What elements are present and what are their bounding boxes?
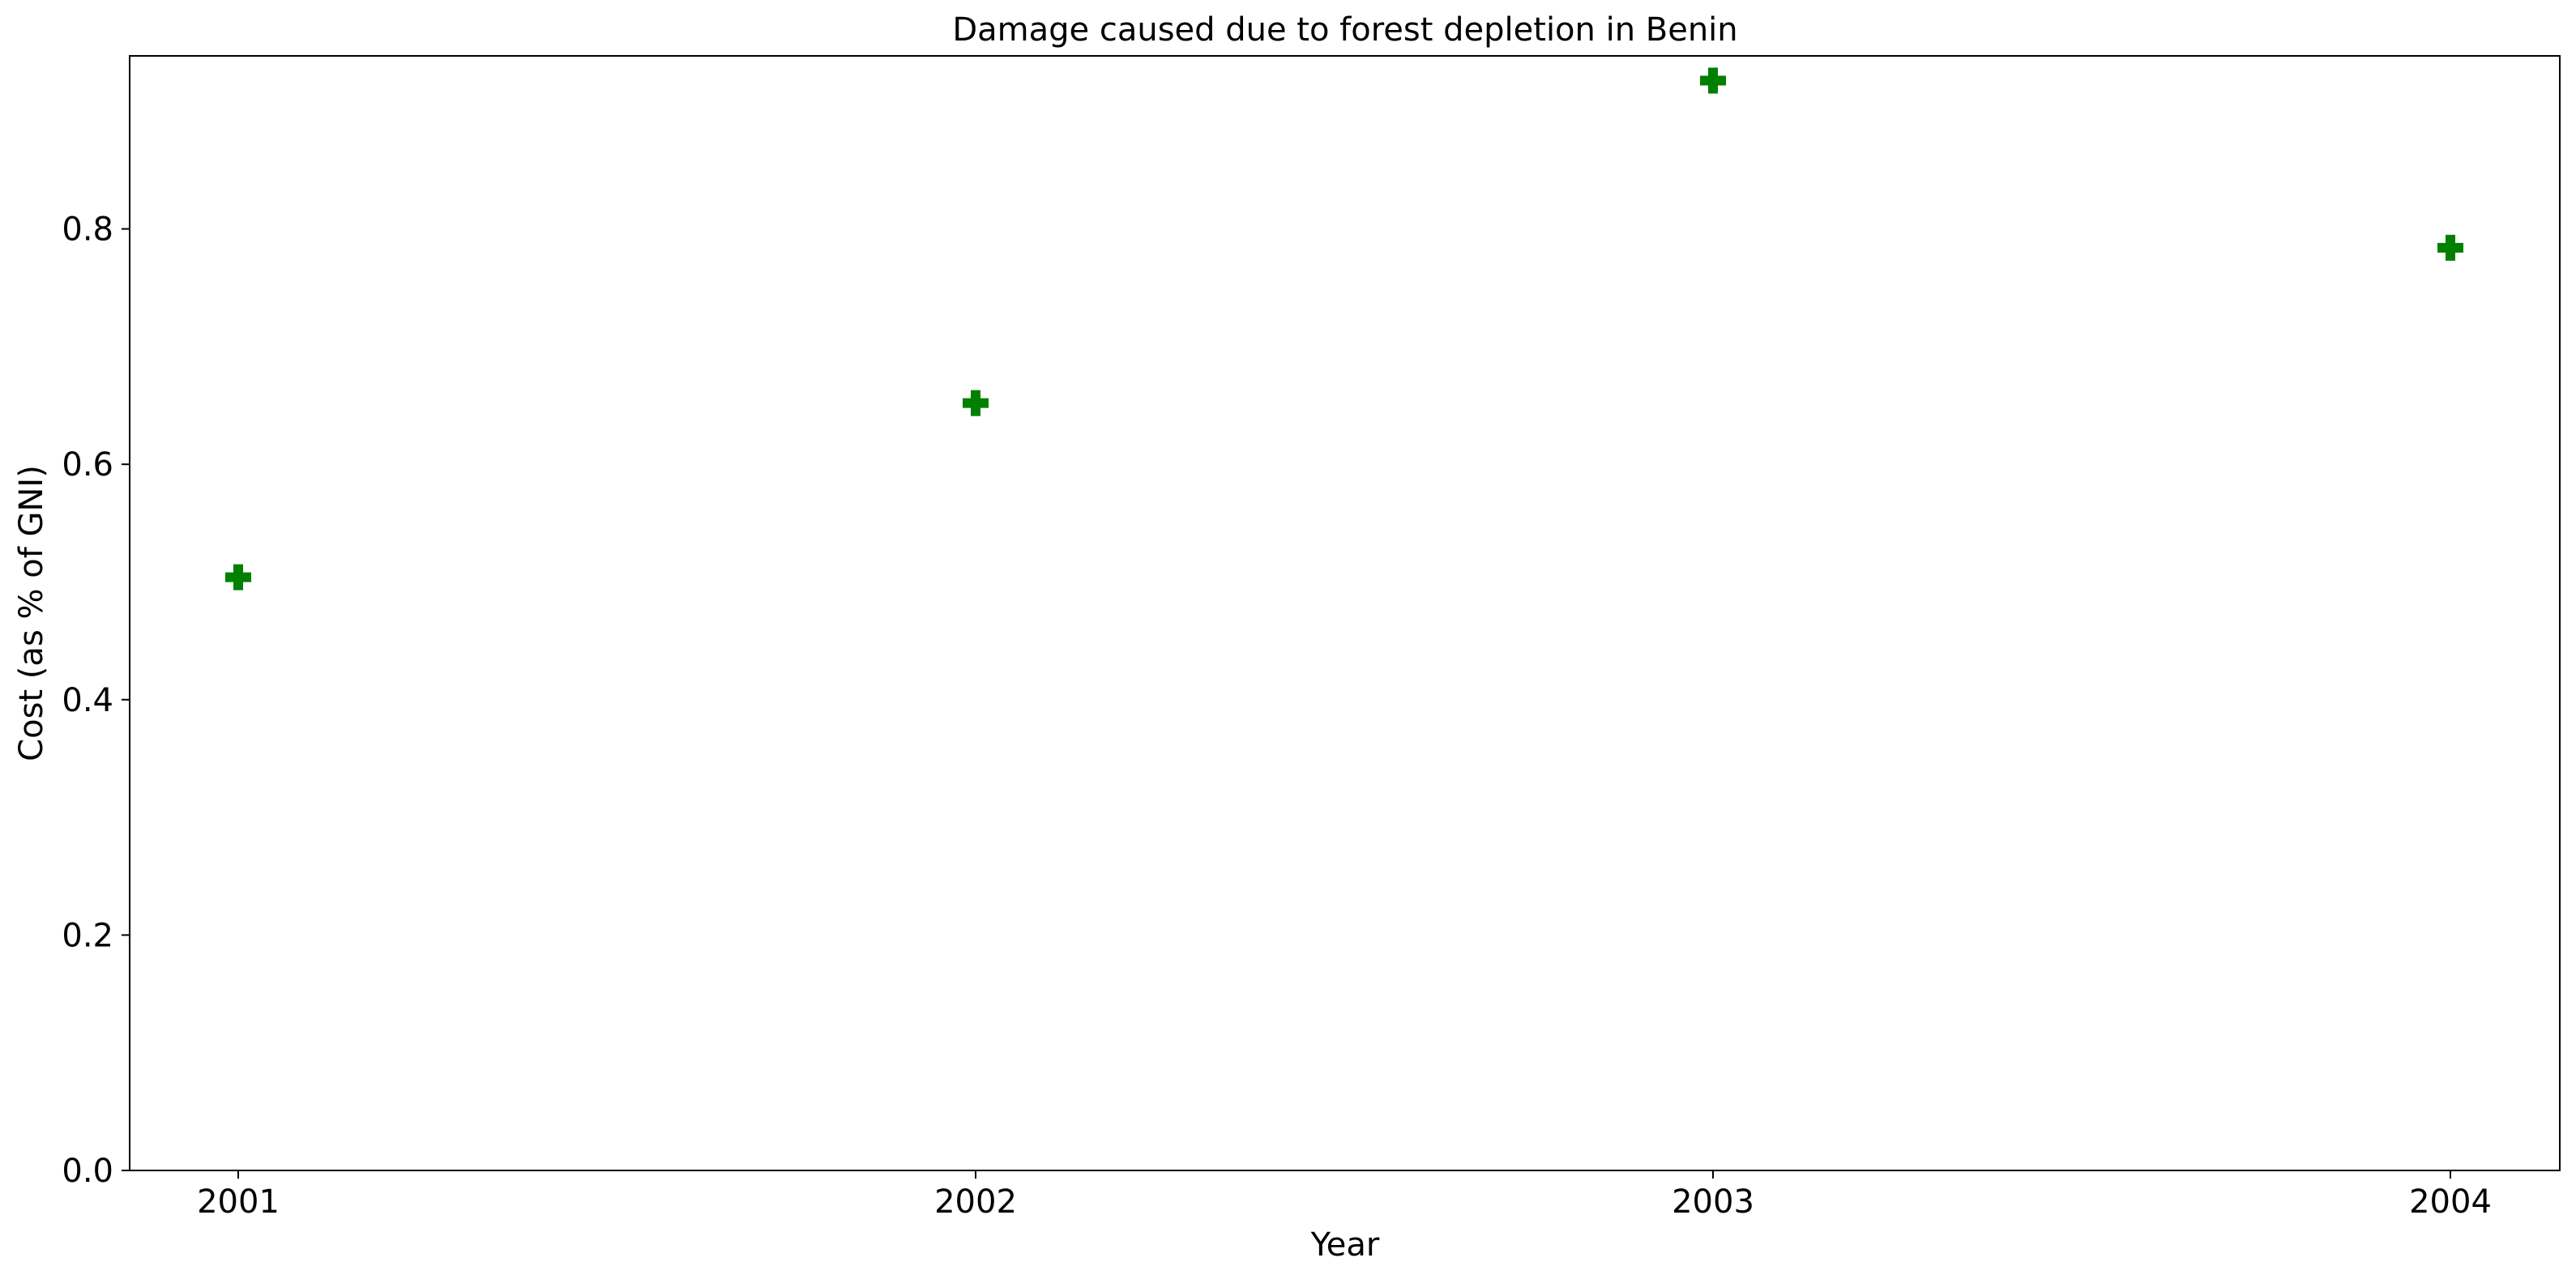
x-tick-label: 2002 xyxy=(934,1183,1017,1221)
y-tick-label: 0.4 xyxy=(62,682,113,719)
plot-frame xyxy=(129,55,2561,1171)
x-axis-label: Year xyxy=(1310,1226,1380,1264)
data-point xyxy=(963,390,989,416)
y-tick-label: 0.0 xyxy=(62,1153,113,1190)
chart-title: Damage caused due to forest depletion in… xyxy=(952,11,1737,49)
data-points xyxy=(225,67,2463,590)
x-tick-label: 2004 xyxy=(2409,1183,2492,1221)
data-point xyxy=(225,564,251,590)
x-tick-label: 2001 xyxy=(197,1183,280,1221)
x-tick-label: 2003 xyxy=(1672,1183,1754,1221)
y-axis-label: Cost (as % of GNI) xyxy=(13,465,50,761)
data-point xyxy=(1700,67,1726,94)
data-point xyxy=(2437,234,2463,261)
y-axis: 0.0 0.2 0.4 0.6 0.8 xyxy=(62,211,130,1190)
y-tick-label: 0.6 xyxy=(62,446,113,484)
x-axis: 2001 2002 2003 2004 xyxy=(197,1170,2492,1221)
y-tick-label: 0.8 xyxy=(62,211,113,249)
y-tick-label: 0.2 xyxy=(62,917,113,954)
